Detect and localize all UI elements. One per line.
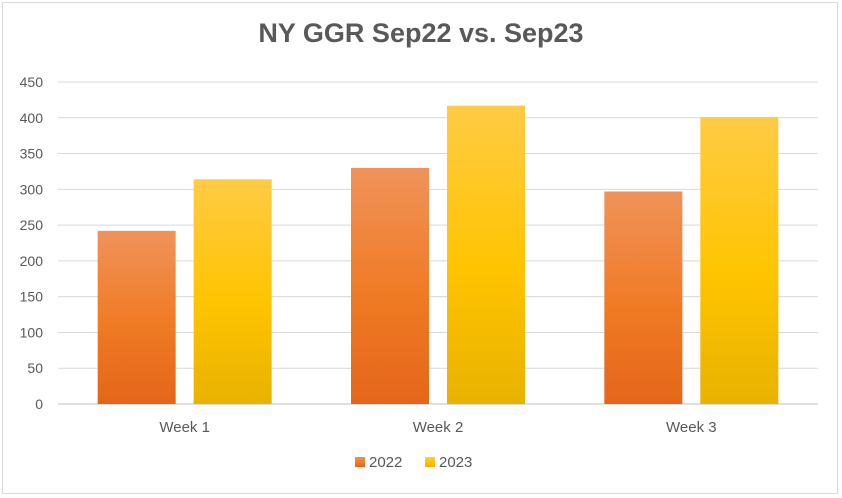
y-tick-label: 100 <box>20 324 44 340</box>
y-tick-label: 250 <box>20 217 44 233</box>
y-tick-label: 400 <box>20 110 44 126</box>
x-tick-label: Week 2 <box>413 419 464 436</box>
y-tick-label: 300 <box>20 181 44 197</box>
legend-label-2023: 2023 <box>439 454 472 471</box>
y-tick-label: 150 <box>20 289 44 305</box>
bar-2022-week-2 <box>351 167 429 404</box>
x-tick-label: Week 1 <box>159 419 210 436</box>
y-tick-label: 450 <box>20 74 44 90</box>
legend-swatch-2023 <box>425 457 435 467</box>
y-tick-label: 350 <box>20 146 44 162</box>
bar-2022-week-1 <box>97 230 176 404</box>
y-tick-label: 50 <box>27 360 43 376</box>
y-tick-label: 200 <box>20 253 44 269</box>
legend-swatch-2022 <box>355 457 365 467</box>
y-tick-label: 0 <box>35 396 43 412</box>
bar-2023-week-3 <box>700 117 779 404</box>
bar-2023-week-2 <box>447 105 525 404</box>
x-tick-label: Week 3 <box>666 419 717 436</box>
legend-label-2022: 2022 <box>369 454 402 471</box>
bar-2023-week-1 <box>193 179 272 404</box>
bar-2022-week-3 <box>604 191 683 404</box>
chart-title: NY GGR Sep22 vs. Sep23 <box>258 18 584 48</box>
